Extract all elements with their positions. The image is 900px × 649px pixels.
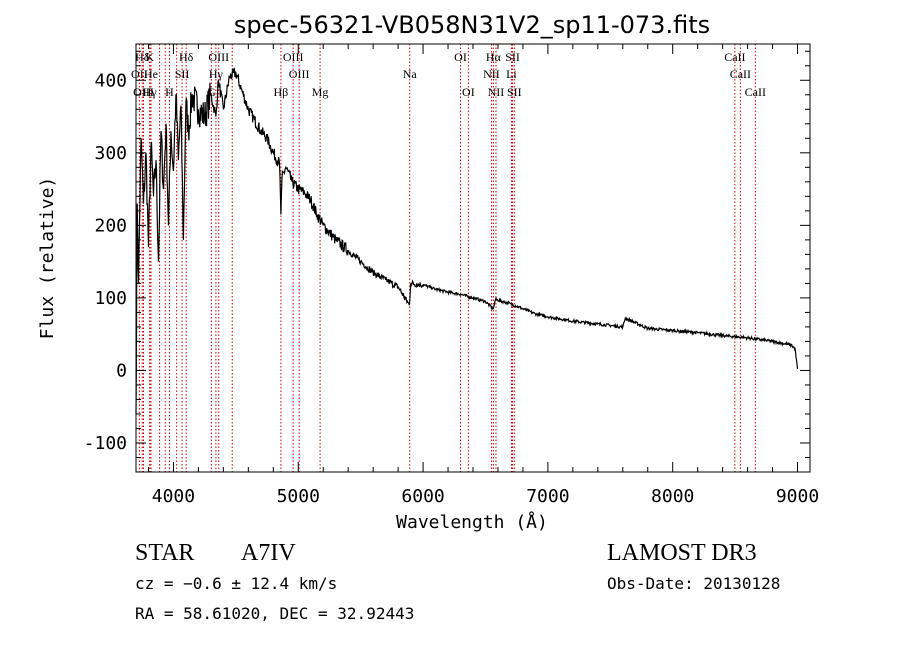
x-tick-label: 6000 — [401, 486, 444, 507]
redshift-text: cz = −0.6 ± 12.4 km/s — [135, 574, 338, 593]
line-label: OIII — [283, 50, 304, 64]
x-axis: 4000 5000 6000 7000 8000 9000 — [147, 44, 819, 507]
line-label: OI — [454, 50, 467, 64]
x-tick-label: 9000 — [776, 486, 819, 507]
emission-line-markers — [138, 44, 756, 472]
y-tick-label: 0 — [116, 360, 127, 381]
obs-date-text: Obs-Date: 20130128 — [607, 574, 781, 593]
line-label: Li — [506, 67, 517, 81]
plot-frame — [135, 43, 811, 473]
line-label: G — [207, 85, 216, 99]
line-label: OIII — [133, 85, 154, 99]
y-tick-label: 300 — [94, 143, 127, 164]
y-tick-label: 400 — [94, 70, 127, 91]
survey-name: LAMOST DR3 — [607, 540, 757, 566]
x-tick-label: 4000 — [152, 486, 195, 507]
line-label: Hβ — [274, 85, 289, 99]
line-label: CaII — [724, 50, 745, 64]
y-tick-label: -100 — [84, 433, 127, 454]
line-label: K — [145, 50, 154, 64]
line-label: NII — [488, 85, 505, 99]
line-label: Na — [403, 67, 418, 81]
line-label: Hδ — [179, 50, 194, 64]
line-label: OIII — [208, 50, 229, 64]
line-label: CaII — [745, 85, 766, 99]
y-axis-label: Flux (relative) — [37, 177, 58, 340]
spectrum-line — [135, 67, 799, 415]
line-label: He — [144, 67, 158, 81]
line-label: Hα — [486, 50, 502, 64]
line-label: SII — [505, 50, 520, 64]
line-label: H — [165, 85, 174, 99]
line-label: Hγ — [143, 85, 158, 99]
line-label: CaII — [730, 67, 751, 81]
line-label: NII — [483, 67, 500, 81]
line-label: Hγ — [209, 67, 224, 81]
line-label: SII — [507, 85, 522, 99]
line-label: OIII — [289, 67, 310, 81]
x-tick-label: 7000 — [526, 486, 569, 507]
line-label: SII — [175, 67, 190, 81]
x-tick-label: 8000 — [651, 486, 694, 507]
x-tick-label: 5000 — [277, 486, 320, 507]
line-label: Hδ — [135, 50, 150, 64]
x-axis-label: Wavelength (Å) — [396, 511, 548, 533]
y-tick-label: 200 — [94, 215, 127, 236]
line-label: Mg — [312, 85, 329, 99]
object-class: STAR — [135, 540, 195, 566]
chart-title: spec-56321-VB058N31V2_sp11-073.fits — [234, 11, 710, 39]
line-label: OII — [131, 67, 148, 81]
y-axis: -100 0 100 200 300 400 — [84, 50, 810, 473]
object-subclass: A7IV — [241, 540, 296, 566]
coordinates-text: RA = 58.61020, DEC = 32.92443 — [135, 604, 415, 623]
line-label: OI — [462, 85, 475, 99]
y-tick-label: 100 — [94, 288, 127, 309]
